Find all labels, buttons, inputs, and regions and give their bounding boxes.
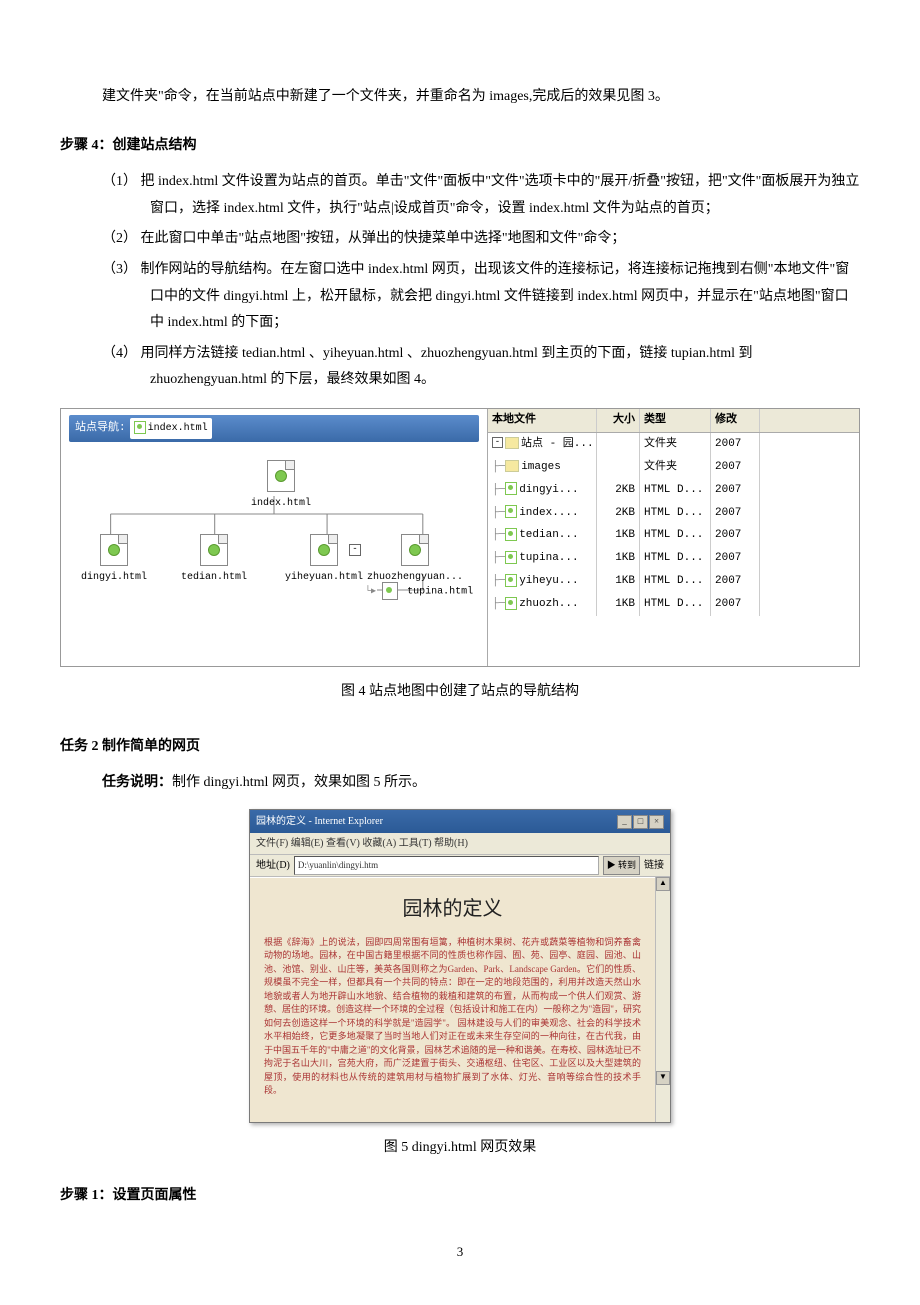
step4-item: （2） 在此窗口中单击"站点地图"按钮，从弹出的快捷菜单中选择"地图和文件"命令…	[60, 226, 860, 253]
tree-child-label: yiheyuan.html	[285, 568, 363, 587]
file-icon	[100, 534, 128, 566]
scrollbar[interactable]: ▲ ▼	[655, 877, 670, 1122]
file-table-header: 本地文件 大小 类型 修改	[488, 409, 859, 433]
file-icon	[310, 534, 338, 566]
tree-grandchild: └▸ tupina.html	[365, 582, 473, 602]
step4-item: （1） 把 index.html 文件设置为站点的首页。单击"文件"面板中"文件…	[60, 169, 860, 222]
step1-heading: 步骤 1：设置页面属性	[60, 1183, 860, 1210]
file-icon	[382, 582, 398, 600]
nav-label: 站点导航:	[75, 418, 126, 439]
tree-child: - zhuozhengyuan...	[367, 534, 463, 587]
tree-child: yiheyuan.html	[285, 534, 363, 587]
file-row[interactable]: ├─yiheyu...1KBHTML D...2007	[488, 570, 859, 593]
tree-root-label: index.html	[251, 494, 311, 513]
scroll-down-button[interactable]: ▼	[656, 1071, 670, 1085]
local-files-panel: 本地文件 大小 类型 修改 -站点 - 园...文件夹2007├─images文…	[488, 409, 859, 666]
close-button[interactable]: ×	[649, 815, 664, 829]
task2-desc-label: 任务说明：	[102, 775, 172, 790]
links-label: 链接	[644, 856, 664, 875]
window-title: 园林的定义 - Internet Explorer	[256, 812, 383, 831]
file-row[interactable]: ├─dingyi...2KBHTML D...2007	[488, 479, 859, 502]
nav-file-name: index.html	[148, 423, 208, 434]
figure-5: 园林的定义 - Internet Explorer _□× 文件(F) 编辑(E…	[249, 809, 671, 1123]
task2-description: 任务说明：制作 dingyi.html 网页，效果如图 5 所示。	[60, 770, 860, 797]
col-type: 类型	[640, 409, 711, 432]
file-icon	[267, 460, 295, 492]
file-row[interactable]: -站点 - 园...文件夹2007	[488, 433, 859, 456]
browser-addressbar: 地址(D) D:\yuanlin\dingyi.htm ▶ 转到 链接	[250, 855, 670, 877]
figure-4-caption: 图 4 站点地图中创建了站点的导航结构	[60, 679, 860, 706]
col-date: 修改	[711, 409, 760, 432]
intro-paragraph: 建文件夹"命令，在当前站点中新建了一个文件夹，并重命名为 images,完成后的…	[60, 84, 860, 111]
file-row[interactable]: ├─tupina...1KBHTML D...2007	[488, 547, 859, 570]
step4-item: （3） 制作网站的导航结构。在左窗口选中 index.html 网页，出现该文件…	[60, 257, 860, 337]
file-row[interactable]: ├─tedian...1KBHTML D...2007	[488, 524, 859, 547]
address-input[interactable]: D:\yuanlin\dingyi.htm	[294, 856, 599, 875]
figure-4: 站点导航: index.html index.h	[60, 408, 860, 667]
tree-child: tedian.html	[181, 534, 247, 587]
file-row[interactable]: ├─zhuozh...1KBHTML D...2007	[488, 593, 859, 616]
tree-child-label: tedian.html	[181, 568, 247, 587]
sitemap-panel: 站点导航: index.html index.h	[61, 409, 488, 666]
tree-child-label: dingyi.html	[81, 568, 147, 587]
nav-file-chip: index.html	[130, 418, 212, 439]
tree-root: index.html	[251, 460, 311, 513]
col-size: 大小	[597, 409, 640, 432]
page-text: 根据《辞海》上的说法，园即四周常围有垣篱，种植树木果树、花卉或蔬菜等植物和饲养畜…	[264, 936, 641, 1098]
collapse-toggle[interactable]: -	[349, 544, 361, 556]
file-row[interactable]: ├─images文件夹2007	[488, 456, 859, 479]
task2-desc-text: 制作 dingyi.html 网页，效果如图 5 所示。	[172, 775, 426, 790]
tree-child: dingyi.html	[81, 534, 147, 587]
file-icon	[401, 534, 429, 566]
file-icon	[134, 421, 146, 434]
sitemap-tree: index.html dingyi.html tedian.html yihey…	[69, 456, 479, 656]
file-icon	[200, 534, 228, 566]
browser-titlebar: 园林的定义 - Internet Explorer _□×	[250, 810, 670, 833]
col-name: 本地文件	[488, 409, 597, 432]
address-label: 地址(D)	[256, 856, 290, 875]
scroll-up-button[interactable]: ▲	[656, 877, 670, 891]
minimize-button[interactable]: _	[617, 815, 632, 829]
page-body: 园林的定义 根据《辞海》上的说法，园即四周常围有垣篱，种植树木果树、花卉或蔬菜等…	[250, 877, 655, 1122]
tree-grandchild-label: tupina.html	[407, 587, 473, 598]
page-heading: 园林的定义	[264, 890, 641, 928]
window-controls: _□×	[616, 812, 664, 831]
page-number: 3	[60, 1240, 860, 1265]
go-button[interactable]: ▶ 转到	[603, 856, 640, 875]
task2-heading: 任务 2 制作简单的网页	[60, 734, 860, 761]
step4-heading: 步骤 4：创建站点结构	[60, 133, 860, 160]
sitemap-nav-bar: 站点导航: index.html	[69, 415, 479, 442]
file-row[interactable]: ├─index....2KBHTML D...2007	[488, 502, 859, 525]
maximize-button[interactable]: □	[633, 815, 648, 829]
figure-5-caption: 图 5 dingyi.html 网页效果	[60, 1135, 860, 1162]
browser-menu[interactable]: 文件(F) 编辑(E) 查看(V) 收藏(A) 工具(T) 帮助(H)	[250, 833, 670, 855]
step4-item: （4） 用同样方法链接 tedian.html 、yiheyuan.html 、…	[60, 341, 860, 394]
